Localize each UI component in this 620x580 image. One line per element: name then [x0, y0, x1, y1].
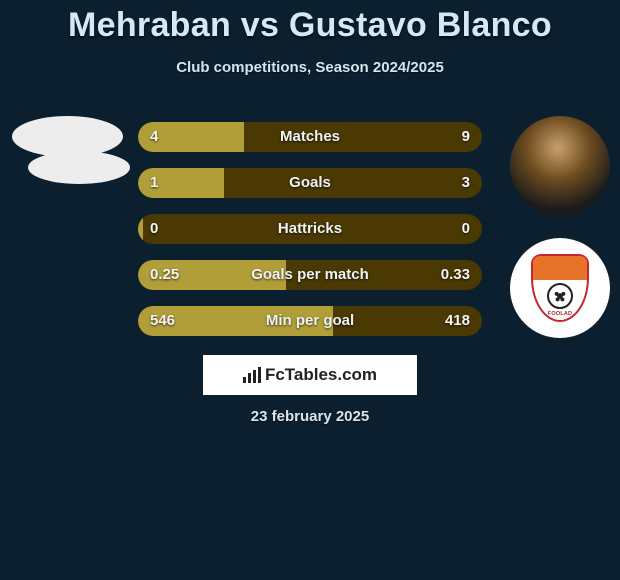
page-subtitle: Club competitions, Season 2024/2025 [0, 59, 620, 76]
stat-label: Goals [138, 168, 482, 198]
stat-row: 0Hattricks0 [138, 214, 482, 244]
right-avatars: FOOLAD [510, 116, 610, 360]
shield-label: FOOLAD [548, 311, 572, 317]
avatar [28, 151, 130, 184]
stat-row: 4Matches9 [138, 122, 482, 152]
club-badge: FOOLAD [510, 238, 610, 338]
watermark: FcTables.com [203, 355, 417, 395]
stats-bars: 4Matches9 1Goals3 0Hattricks0 0.25Goals per… [138, 122, 482, 352]
stat-right-value: 0 [462, 214, 470, 244]
stat-right-value: 3 [462, 168, 470, 198]
stat-right-value: 0.33 [441, 260, 470, 290]
stat-right-value: 9 [462, 122, 470, 152]
stat-row: 546Min per goal418 [138, 306, 482, 336]
shield-icon: FOOLAD [531, 254, 589, 322]
stat-label: Hattricks [138, 214, 482, 244]
footer-date: 23 february 2025 [0, 408, 620, 425]
left-avatars [10, 116, 130, 184]
stat-row: 0.25Goals per match0.33 [138, 260, 482, 290]
page-title: Mehraban vs Gustavo Blanco [0, 0, 620, 45]
stat-row: 1Goals3 [138, 168, 482, 198]
stat-right-value: 418 [445, 306, 470, 336]
watermark-text: FcTables.com [265, 365, 377, 385]
avatar [510, 116, 610, 216]
stat-label: Goals per match [138, 260, 482, 290]
stat-label: Matches [138, 122, 482, 152]
bars-icon [243, 367, 261, 383]
stat-label: Min per goal [138, 306, 482, 336]
